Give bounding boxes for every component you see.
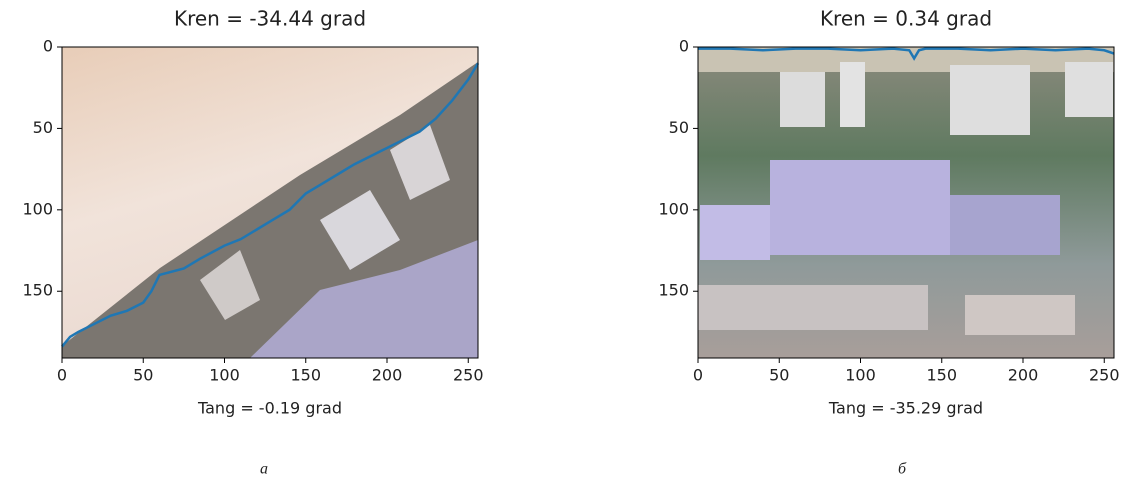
photo-building: [200, 250, 260, 320]
chart-title: Kren = 0.34 grad: [820, 7, 992, 31]
photo-building: [950, 65, 1030, 135]
y-tick-label: 0: [43, 37, 53, 56]
photo-building: [965, 295, 1075, 335]
photo-building: [780, 72, 825, 127]
x-tick-label: 50: [133, 366, 153, 385]
horizon-line: [61, 62, 480, 348]
y-tick-label: 0: [679, 37, 689, 56]
x-tick-label: 150: [926, 366, 957, 385]
y-tick-label: 100: [22, 199, 53, 218]
figure-label: а: [260, 461, 268, 478]
axes-frame: [61, 46, 479, 359]
y-tick-label: 100: [658, 199, 689, 218]
y-tick-label: 50: [33, 118, 53, 137]
x-tick-label: 250: [1089, 366, 1120, 385]
x-axis-label: Tang = -0.19 grad: [197, 399, 342, 418]
x-tick-label: 200: [1008, 366, 1039, 385]
x-tick-label: 0: [57, 366, 67, 385]
chart-title: Kren = -34.44 grad: [174, 7, 366, 31]
photo-building: [320, 190, 400, 270]
photo-building: [698, 285, 928, 330]
photo-building: [840, 62, 865, 127]
photo-building: [250, 240, 478, 358]
x-tick-label: 0: [693, 366, 703, 385]
photo-building: [700, 205, 770, 260]
x-axis-label: Tang = -35.29 grad: [828, 399, 983, 418]
y-tick-label: 150: [22, 281, 53, 300]
x-tick-label: 100: [845, 366, 876, 385]
axes-frame: [697, 46, 1115, 359]
x-tick-label: 150: [290, 366, 321, 385]
figure-label: б: [898, 461, 907, 478]
photo-building: [1065, 62, 1113, 117]
photo-building: [390, 125, 450, 200]
horizon-line: [698, 47, 1115, 61]
x-tick-label: 200: [372, 366, 403, 385]
x-tick-label: 250: [453, 366, 484, 385]
photo-building: [950, 195, 1060, 255]
y-tick-label: 150: [658, 281, 689, 300]
x-tick-label: 50: [769, 366, 789, 385]
y-tick-label: 50: [669, 118, 689, 137]
photo-building: [770, 160, 950, 255]
x-tick-label: 100: [209, 366, 240, 385]
